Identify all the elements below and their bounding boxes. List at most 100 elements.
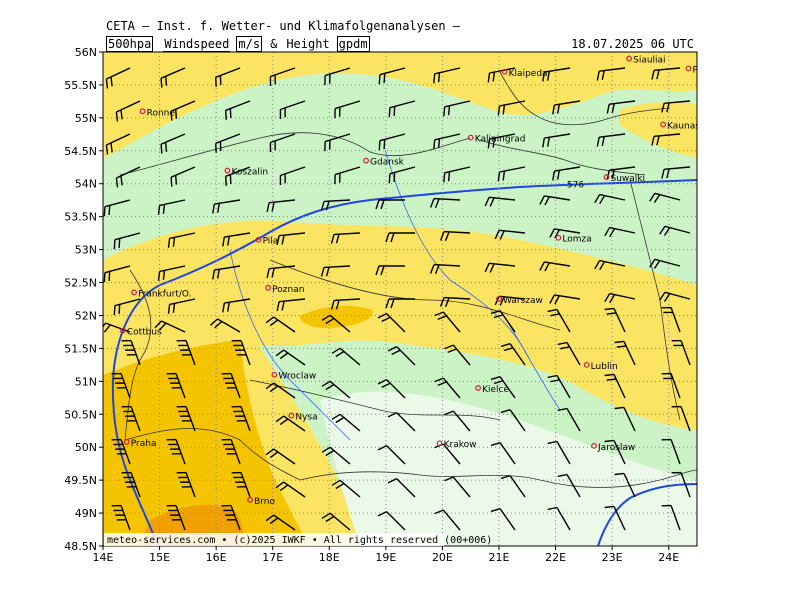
wind-barb — [596, 133, 626, 147]
city-marker — [685, 65, 692, 72]
height-contour-576 — [111, 179, 697, 546]
wind-barb — [160, 67, 186, 88]
wind-barb — [439, 296, 471, 307]
product-field-and: & — [270, 37, 278, 51]
wind-barb — [334, 100, 361, 119]
wind-barb — [490, 508, 516, 531]
wind-barb — [542, 67, 571, 82]
wind-barb — [547, 506, 571, 531]
wind-barb — [320, 199, 351, 211]
lat-tick-label: 49.5N — [64, 474, 97, 487]
wind-barb — [375, 199, 405, 210]
wind-barb — [614, 406, 636, 432]
city-marker — [555, 234, 562, 241]
wind-barb — [484, 196, 516, 207]
wind-barb — [433, 67, 461, 84]
city-marker — [288, 412, 295, 419]
city-marker — [119, 327, 126, 334]
wind-barb — [385, 298, 415, 309]
lat-tick-label: 49N — [75, 507, 97, 520]
wind-barb — [111, 438, 131, 465]
product-field-height: Height — [286, 37, 330, 51]
city-marker — [626, 55, 633, 62]
source-line: CETA – Inst. f. Wetter- und Klimafolgena… — [106, 19, 461, 33]
wind-barb — [497, 100, 526, 116]
wind-barb — [221, 504, 241, 531]
wind-barb — [275, 349, 306, 366]
wind-barb — [331, 479, 361, 498]
wind-barb — [225, 166, 251, 186]
wind-barb — [269, 133, 296, 153]
lon-tick-label: 22E — [545, 551, 566, 564]
wind-barb — [167, 298, 196, 314]
wind-barb — [115, 166, 141, 188]
city-marker — [255, 236, 262, 243]
lat-tick-label: 51.5N — [64, 342, 97, 355]
city-label: Frankfurt/O. — [138, 289, 191, 299]
wind-barb — [385, 232, 415, 243]
wind-barb — [557, 407, 581, 432]
wind-barb — [661, 306, 681, 333]
city-label: Warszaw — [503, 296, 543, 306]
wind-barb — [494, 229, 526, 240]
wind-barb — [222, 232, 251, 247]
wind-barb — [444, 344, 471, 366]
wind-barb — [334, 166, 361, 185]
wind-barb — [661, 372, 681, 399]
wind-barb — [275, 415, 306, 432]
wind-barb — [651, 133, 681, 146]
city-label: Jaroslaw — [597, 443, 635, 453]
wind-barb — [490, 376, 516, 399]
wind-barb — [661, 438, 681, 465]
wind-barb — [377, 444, 406, 465]
wind-barb — [604, 439, 626, 465]
wind-barb — [604, 505, 626, 531]
lon-tick-label: 23E — [602, 551, 623, 564]
wind-barb — [276, 298, 306, 312]
wind-barb — [321, 446, 351, 465]
lat-tick-label: 48.5N — [64, 540, 97, 553]
wind-barb — [212, 199, 241, 214]
lon-tick-label: 15E — [149, 551, 170, 564]
wind-barb — [377, 378, 406, 399]
city-marker — [660, 121, 666, 128]
wind-barb — [170, 100, 196, 121]
wind-barb — [279, 166, 306, 186]
city-label: Kaliningrad — [475, 135, 526, 145]
wind-barb — [500, 343, 526, 366]
wind-barb — [388, 166, 416, 184]
wind-barb — [557, 341, 581, 366]
lon-tick-label: 20E — [432, 551, 453, 564]
city-label: Koszalin — [231, 168, 268, 178]
wind-barb — [649, 192, 681, 203]
wind-barb — [266, 199, 296, 213]
wind-barb — [661, 100, 691, 113]
wind-barb — [157, 265, 186, 281]
city-label: Wroclaw — [278, 372, 316, 382]
wind-barb — [231, 471, 251, 498]
wind-barb — [651, 67, 681, 80]
product-field-height-unit: gpdm — [336, 36, 370, 52]
city-marker — [123, 439, 130, 445]
wind-barb — [443, 100, 471, 117]
city-label: Panevezys — [693, 65, 741, 75]
wind-barb — [105, 67, 131, 89]
city-label: Krakow — [444, 440, 477, 450]
wind-barb — [547, 308, 571, 333]
lat-tick-label: 55N — [75, 112, 97, 125]
lat-tick-label: 51N — [75, 375, 97, 388]
wind-barb — [387, 411, 416, 432]
city-marker — [363, 157, 369, 164]
wind-barb — [649, 258, 681, 269]
city-label: Lomza — [562, 235, 591, 245]
wind-barb — [279, 100, 306, 120]
wind-band-southwest-orange — [103, 340, 310, 546]
wind-barb — [429, 197, 461, 208]
lat-tick-label: 54N — [75, 178, 97, 191]
wind-barb — [378, 67, 406, 85]
product-field-level: 500hpa — [106, 36, 154, 52]
wind-barb — [434, 311, 461, 333]
wind-barb — [671, 339, 691, 366]
wind-barb — [429, 263, 461, 274]
wind-barb — [176, 339, 196, 366]
